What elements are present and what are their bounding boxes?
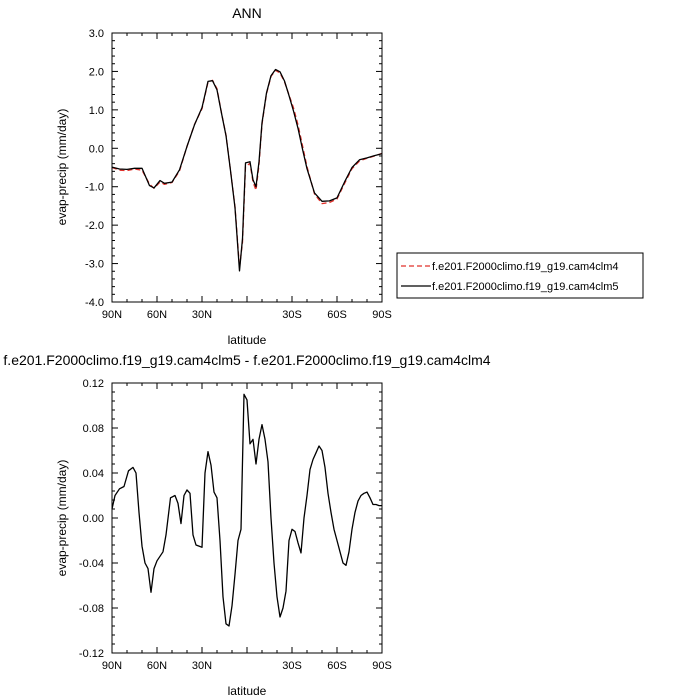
y-tick-label: 0.0	[89, 143, 104, 155]
series-line-top-1	[111, 68, 383, 272]
x-axis-label-bottom: latitude	[228, 684, 267, 698]
x-tick-label: 30N	[192, 660, 212, 672]
y-tick-label: 1.0	[89, 105, 104, 117]
series-line-top-0	[111, 69, 383, 269]
axis-ticks-bottom: 90N 60N 30N 30S 60S 90S 0.12 0.08 0.04 0.00 -0.04 -…	[79, 378, 392, 672]
y-tick-label: -3.0	[85, 259, 104, 271]
y-tick-label: -0.08	[79, 603, 104, 615]
x-axis-label-top: latitude	[228, 333, 267, 347]
series-line-bottom-0	[111, 393, 382, 627]
legend-label-cam4clm5: f.e201.F2000climo.f19_g19.cam4clm5	[432, 281, 619, 293]
panel-top: ANN 90N 60N 30N 30S 60S 90S 3.0 2.0 1.0 0.0 -1.0 -2…	[55, 5, 644, 347]
y-tick-label: 0.00	[83, 513, 104, 525]
x-tick-label: 60S	[327, 660, 347, 672]
x-tick-label: 30S	[282, 309, 302, 321]
y-tick-label: -4.0	[85, 297, 104, 309]
y-tick-label: 3.0	[89, 28, 104, 40]
plot-frame-bottom	[111, 382, 383, 654]
y-tick-label: -1.0	[85, 182, 104, 194]
x-tick-label: 30N	[192, 309, 212, 321]
x-tick-label: 90S	[372, 660, 392, 672]
y-axis-label-top: evap-precip (mm/day)	[55, 109, 69, 226]
x-tick-label: 60N	[147, 309, 167, 321]
y-tick-label: 0.08	[83, 423, 104, 435]
x-tick-label: 60S	[327, 309, 347, 321]
chart-title-bottom: f.e201.F2000climo.f19_g19.cam4clm5 - f.e…	[3, 352, 490, 368]
legend-label-cam4clm4: f.e201.F2000climo.f19_g19.cam4clm4	[432, 261, 619, 273]
y-tick-label: 0.12	[83, 378, 104, 390]
y-tick-label: 2.0	[89, 66, 104, 78]
panel-bottom: f.e201.F2000climo.f19_g19.cam4clm5 - f.e…	[3, 352, 490, 698]
plot-area-bottom	[111, 393, 382, 627]
y-tick-label: 0.04	[83, 468, 104, 480]
y-tick-label: -2.0	[85, 220, 104, 232]
chart-title-top: ANN	[232, 5, 262, 21]
x-tick-label: 90S	[372, 309, 392, 321]
x-tick-label: 30S	[282, 660, 302, 672]
legend-box	[396, 252, 644, 299]
axis-ticks-top: 90N 60N 30N 30S 60S 90S 3.0 2.0 1.0 0.0 -1.0 -2.0 -3…	[85, 28, 392, 321]
legend: f.e201.F2000climo.f19_g19.cam4clm4 f.e20…	[396, 252, 644, 299]
x-tick-label: 90N	[102, 660, 122, 672]
y-tick-label: -0.04	[79, 558, 104, 570]
x-tick-label: 90N	[102, 309, 122, 321]
plot-frame-top	[111, 32, 383, 303]
x-tick-label: 60N	[147, 660, 167, 672]
y-axis-label-bottom: evap-precip (mm/day)	[55, 460, 69, 577]
y-tick-label: -0.12	[79, 648, 104, 660]
plot-area-top	[111, 68, 383, 272]
